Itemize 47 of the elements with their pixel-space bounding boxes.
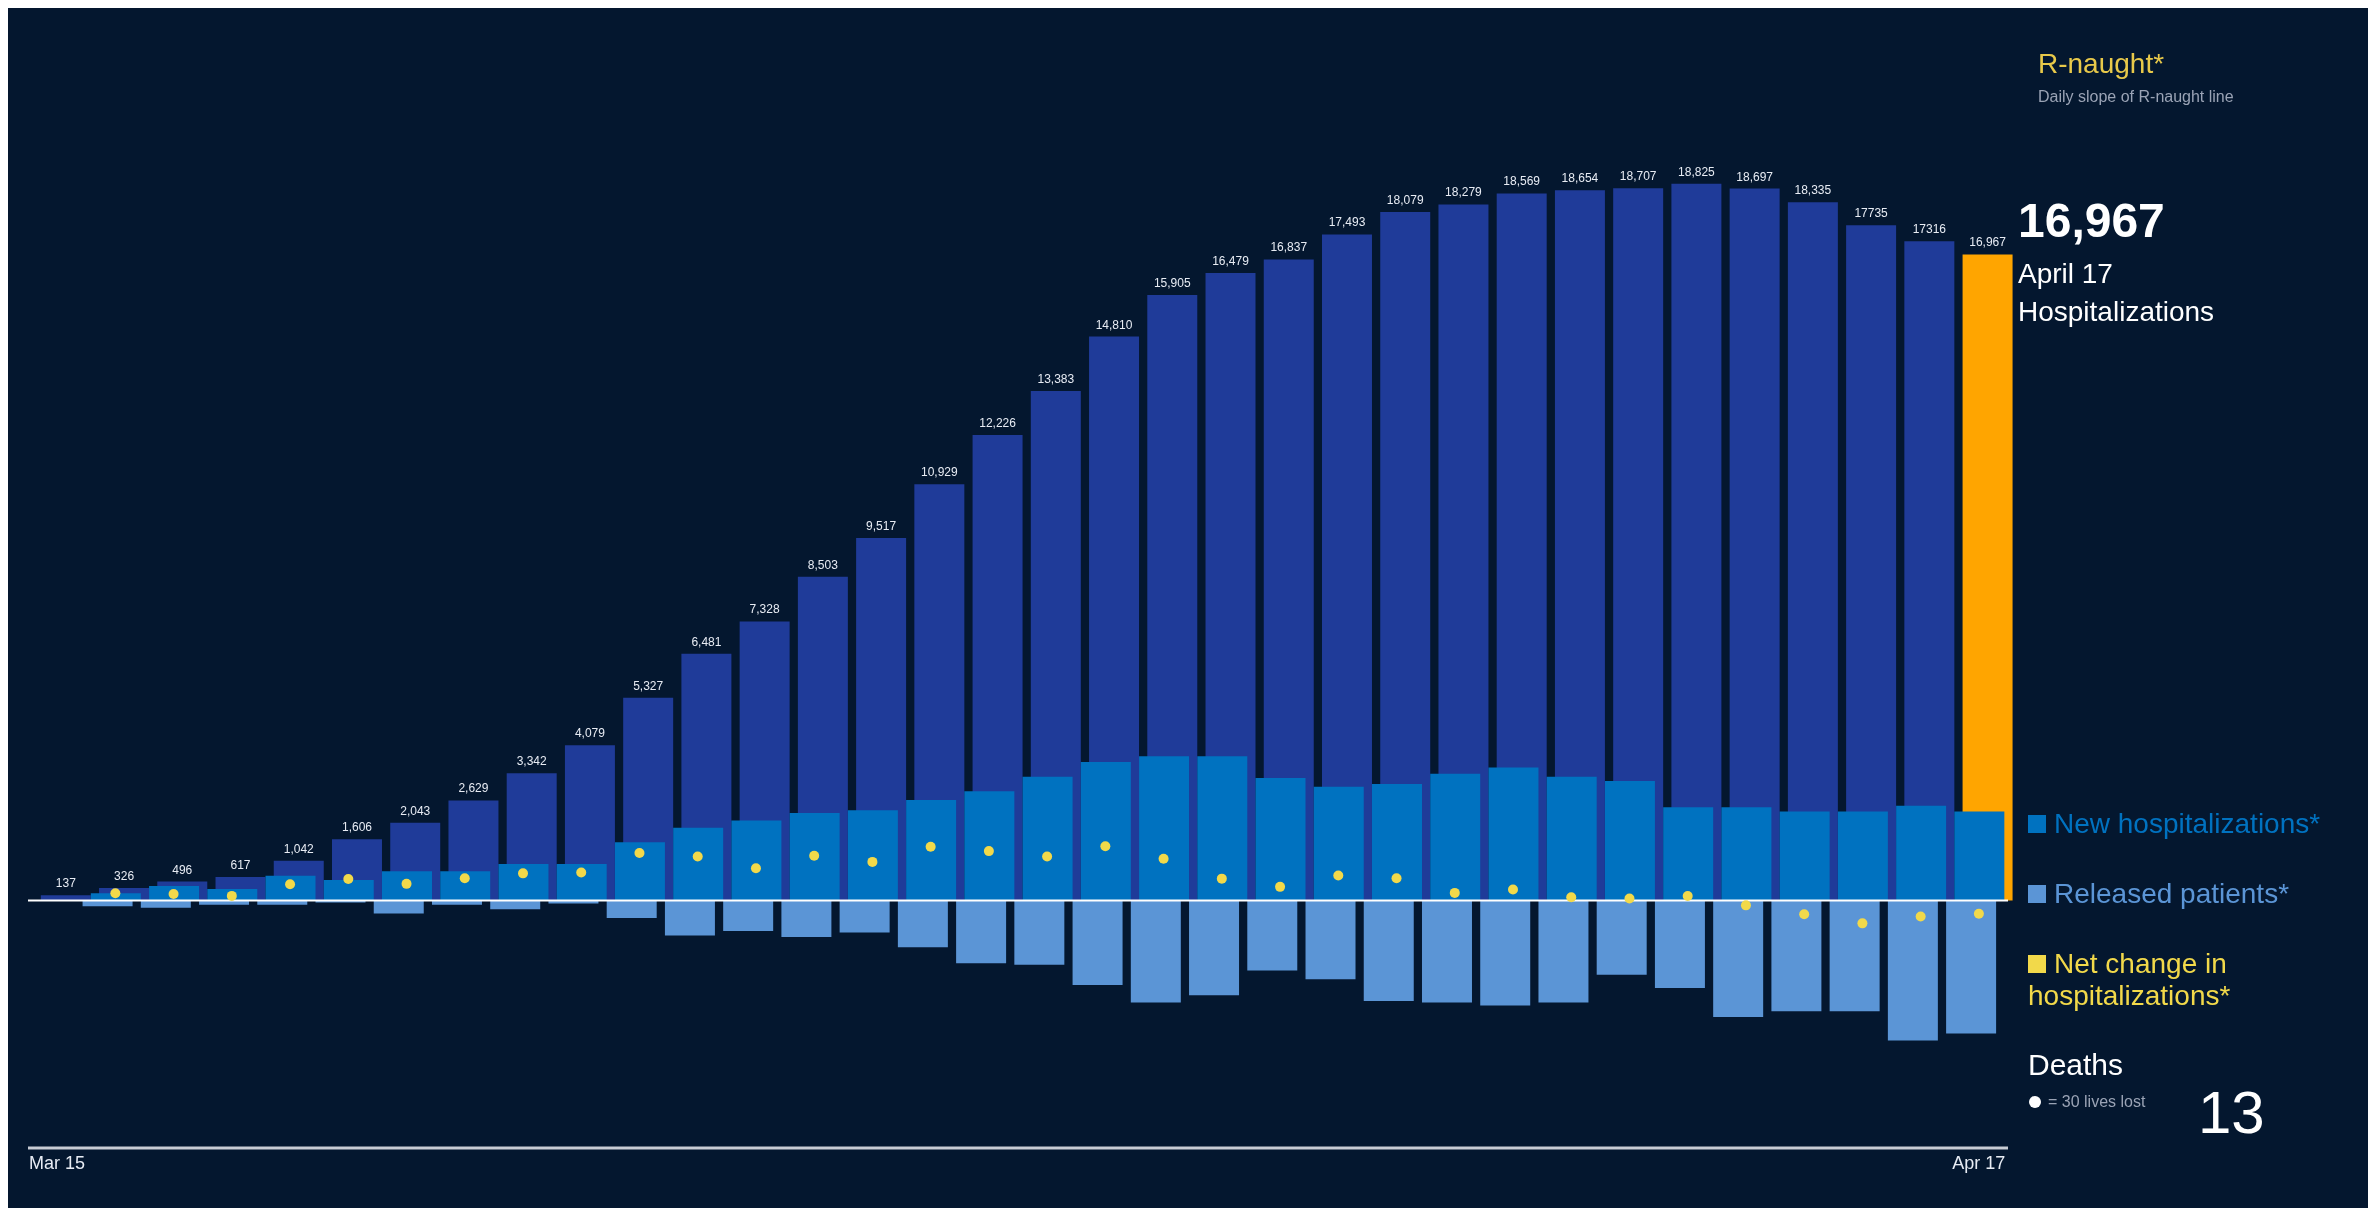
data-label: 1,606	[341, 820, 373, 835]
data-label: 13,383	[1037, 371, 1075, 386]
data-label: 8,503	[807, 557, 839, 572]
data-label: 18,825	[1678, 164, 1716, 179]
data-label: 7,328	[749, 602, 780, 617]
data-label: 18,654	[1561, 171, 1599, 186]
data-label: 4,079	[574, 726, 606, 741]
x-tick-label: Mar 15	[29, 1152, 86, 1173]
text: R-naught*	[2038, 48, 2165, 80]
data-label: 17,493	[1328, 215, 1366, 230]
data-label: 15,905	[1153, 275, 1191, 290]
legend-label: Released patients*	[2053, 878, 2291, 910]
data-label: 12,226	[979, 415, 1017, 430]
text: April 17	[2018, 258, 2113, 290]
data-label: 1,042	[283, 841, 315, 856]
data-label: 16,967	[1969, 235, 2007, 250]
data-label: 496	[172, 862, 193, 877]
legend-label: New hospitalizations*	[2053, 808, 2322, 840]
text: = 30 lives lost	[2047, 1093, 2146, 1111]
data-label: 18,335	[1794, 183, 1832, 198]
data-label: 326	[114, 869, 135, 884]
x-tick-label: Apr 17	[1952, 1152, 2006, 1173]
data-label: 18,079	[1386, 193, 1424, 208]
data-label: 2,043	[400, 803, 431, 818]
data-label: 18,569	[1503, 174, 1541, 189]
data-label: 18,697	[1736, 169, 1774, 184]
text: Deaths	[2028, 1048, 2124, 1082]
data-label: 18,707	[1619, 169, 1657, 184]
data-label: 5,327	[633, 678, 664, 693]
data-label: 14,810	[1095, 317, 1133, 332]
data-label: 9,517	[866, 519, 897, 534]
data-label: 17735	[1854, 206, 1889, 221]
data-label: 17316	[1912, 222, 1947, 237]
data-label: 2,629	[458, 781, 489, 796]
data-label: 3,342	[516, 754, 548, 769]
legend-label: Net change in hospitalizations*	[2028, 948, 2232, 1012]
text: Hospitalizations	[2018, 296, 2215, 328]
data-label: 617	[230, 858, 251, 873]
text: 16,967	[2018, 193, 2165, 248]
data-label: 18,279	[1445, 185, 1483, 200]
data-label: 137	[55, 876, 77, 891]
data-label: 16,837	[1270, 240, 1308, 255]
text: Daily slope of R-naught line	[2038, 88, 2234, 106]
data-label: 6,481	[691, 634, 722, 649]
data-label: 16,479	[1212, 254, 1250, 269]
text: 13	[2198, 1078, 2265, 1147]
data-label: 10,929	[920, 465, 959, 480]
